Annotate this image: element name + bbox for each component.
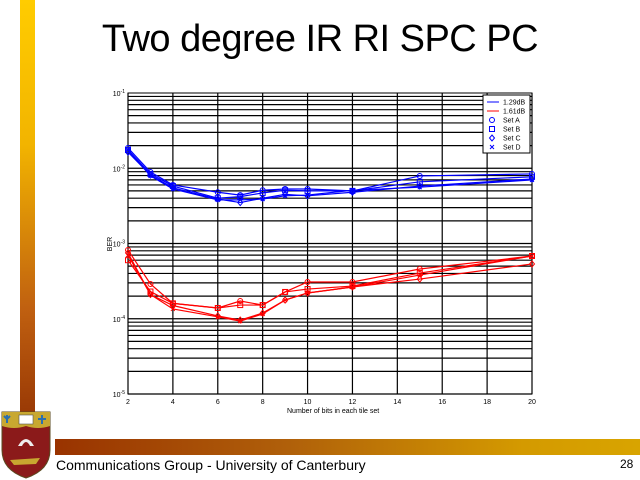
- legend-marker-circle: [489, 117, 495, 123]
- data-point: [281, 190, 289, 199]
- data-point: [215, 197, 221, 203]
- data-point: [170, 306, 176, 312]
- data-point: [304, 278, 311, 285]
- x-tick-label: 2: [126, 399, 130, 406]
- data-point: [416, 266, 423, 273]
- data-point: [148, 292, 153, 297]
- legend-label: 1.61dB: [503, 109, 526, 116]
- series-line: [127, 255, 533, 309]
- data-point: [260, 196, 266, 202]
- data-point: [214, 189, 221, 196]
- legend: 1.29dB 1.61dB Set A Set B Set C Set D: [482, 94, 531, 154]
- data-point: [350, 187, 355, 193]
- y-tick-label: 10-4: [113, 315, 125, 324]
- data-point: [305, 290, 310, 296]
- data-point: [416, 275, 423, 283]
- data-point: [305, 192, 310, 198]
- data-point: [125, 246, 131, 253]
- grid: [127, 93, 533, 395]
- university-crest-logo: [1, 411, 51, 479]
- legend-marker-square: [489, 126, 495, 132]
- data-point: [215, 314, 221, 320]
- series-1-61db-set-a: [125, 246, 535, 311]
- data-point: [170, 186, 176, 192]
- series-line: [127, 149, 533, 199]
- x-tick-labels: 2 4 6 8 10 12 14 16 18 20: [126, 399, 536, 406]
- x-tick-label: 8: [261, 399, 265, 406]
- series-group: [124, 144, 536, 324]
- legend-marker-x: [489, 144, 495, 150]
- data-point: [417, 272, 423, 278]
- data-point: [237, 318, 243, 324]
- data-point: [282, 193, 288, 199]
- y-tick-label: 10-2: [113, 164, 125, 173]
- y-tick-labels: 10-1 10-2 10-3 10-4 10-5: [113, 89, 125, 399]
- data-point: [237, 298, 244, 305]
- data-point: [148, 173, 153, 179]
- y-axis-label: BER: [107, 237, 114, 251]
- data-point: [147, 280, 154, 287]
- data-point: [260, 311, 266, 317]
- data-point: [282, 187, 289, 194]
- x-tick-label: 4: [171, 399, 175, 406]
- page-number: 28: [620, 457, 634, 471]
- legend-box: [482, 94, 531, 154]
- x-tick-label: 12: [349, 399, 357, 406]
- legend-marker-diamond: [488, 134, 496, 142]
- data-point: [237, 302, 244, 309]
- data-point: [416, 178, 423, 185]
- decorative-horizontal-bar: [55, 439, 640, 455]
- data-point: [282, 288, 289, 295]
- data-point: [125, 252, 131, 258]
- legend-label: Set B: [503, 127, 520, 134]
- data-point: [237, 197, 243, 203]
- y-tick-label: 10-1: [113, 89, 125, 98]
- x-tick-label: 16: [438, 399, 446, 406]
- x-tick-label: 20: [528, 399, 536, 406]
- data-point: [528, 260, 536, 268]
- series-1-29db-set-d: [125, 147, 535, 203]
- y-tick-label: 10-3: [113, 240, 125, 249]
- legend-label: Set C: [503, 136, 521, 143]
- footer-text: Communications Group - University of Can…: [56, 457, 366, 473]
- series-1-29db-set-c: [124, 148, 536, 207]
- data-point: [259, 302, 266, 309]
- data-point: [350, 284, 355, 290]
- legend-label: Set A: [503, 118, 520, 125]
- legend-label: Set D: [503, 145, 521, 152]
- data-point: [214, 304, 221, 311]
- decorative-vertical-bar: [20, 0, 35, 412]
- data-point: [417, 184, 423, 190]
- x-tick-label: 6: [216, 399, 220, 406]
- plot-frame: [127, 92, 533, 395]
- data-point: [529, 177, 535, 183]
- x-tick-label: 10: [304, 399, 312, 406]
- data-point: [529, 253, 535, 259]
- legend-label: 1.29dB: [503, 100, 526, 107]
- data-point: [416, 172, 423, 179]
- slide-title: Two degree IR RI SPC PC: [101, 18, 539, 60]
- series-line: [127, 249, 533, 309]
- series-1-61db-set-d: [125, 252, 535, 324]
- y-tick-label: 10-5: [113, 390, 125, 399]
- series-line: [127, 252, 533, 321]
- series-line: [127, 151, 533, 204]
- x-tick-label: 14: [393, 399, 401, 406]
- x-tick-label: 18: [483, 399, 491, 406]
- data-point: [125, 147, 131, 153]
- series-1-61db-set-c: [124, 249, 536, 324]
- data-point: [282, 297, 288, 303]
- data-point: [304, 286, 311, 293]
- x-axis-label: Number of bits in each tile set: [287, 408, 379, 415]
